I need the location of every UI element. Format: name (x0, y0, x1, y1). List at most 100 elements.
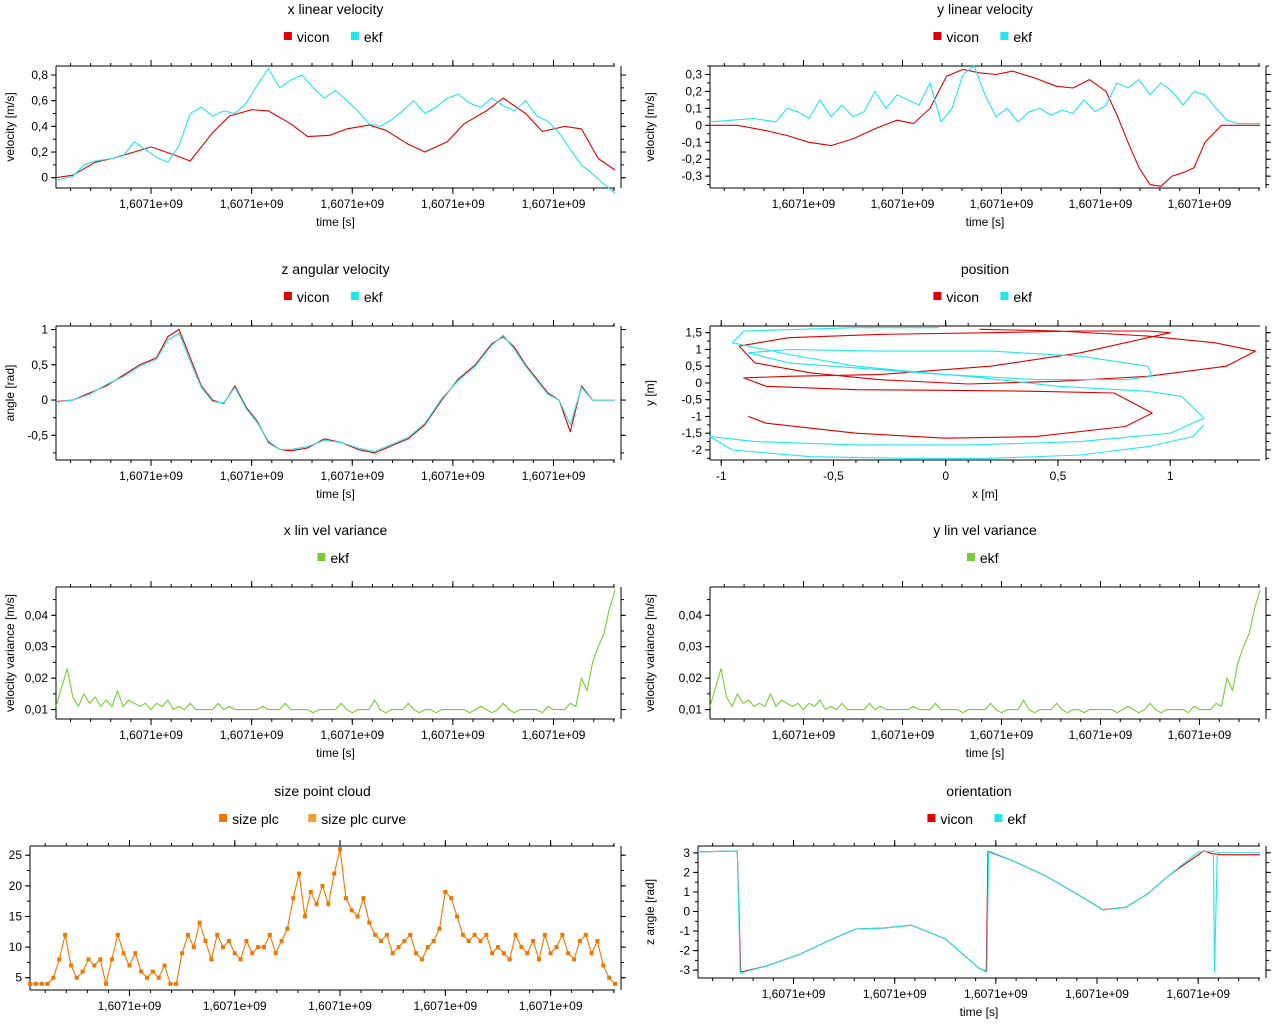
series-point (373, 932, 378, 937)
series-point (203, 938, 208, 943)
x-tick-label: 1,6071e+09 (1166, 987, 1230, 1001)
series-point (127, 963, 132, 968)
series-vicon-line (697, 850, 1260, 973)
y-tick-label: 0,04 (679, 608, 703, 622)
series-point (320, 883, 325, 888)
series-point (133, 951, 138, 956)
series-point (525, 951, 530, 956)
series-point (250, 951, 255, 956)
series-vicon-line (710, 68, 1260, 187)
x-axis-label: time [s] (960, 1005, 999, 1019)
legend-swatch-ekf (994, 814, 1003, 822)
series-point (554, 945, 559, 950)
series-point (496, 945, 500, 950)
series-point (238, 957, 243, 962)
series-point (191, 945, 196, 950)
chart-title: size point cloud (274, 783, 371, 799)
series-ekf-line (55, 68, 616, 194)
series-point (338, 847, 343, 852)
y-tick-label: -0,1 (681, 135, 702, 149)
series-point (244, 938, 249, 943)
size-point-cloud-chart: size point cloud size plc size plc curve 5 1… (9, 783, 626, 1013)
legend: size plc size plc curve (219, 811, 406, 827)
legend-swatch-ekf (350, 292, 359, 300)
y-tick-label: 0 (695, 118, 702, 132)
x-tick-label: 1,6071e+09 (964, 987, 1028, 1001)
series-point (215, 932, 220, 937)
x-tick-label: 1,6071e+09 (320, 728, 384, 742)
orientation-chart: orientation vicon ekf -3 -2 -1 0 1 2 3 1,6071e+09 1… (643, 783, 1271, 1019)
position-chart: position vicon ekf -2 -1,5 -1 -0,5 0 0,5 1 1,5 -1 -0… (643, 261, 1271, 501)
y-tick-label: -1 (679, 924, 690, 938)
series-point (531, 938, 536, 943)
legend-swatch-ekf (317, 553, 326, 561)
chart-title: orientation (946, 783, 1011, 799)
y-tick-label: 0,02 (25, 671, 49, 685)
legend-swatch-ekf (1000, 32, 1009, 40)
series-point (98, 957, 103, 962)
series-point (297, 871, 302, 876)
y-axis-label: velocity [m/s] (3, 92, 17, 161)
x-tick-label: 1,6071e+09 (871, 728, 935, 742)
x-tick-label: 1,6071e+09 (320, 197, 384, 211)
x-lin-vel-variance-chart: x lin vel variance ekf 0,01 0,02 0,03 0,04 1,6… (3, 522, 626, 760)
series-point (156, 975, 161, 980)
series-point (478, 938, 483, 943)
series-point (443, 889, 448, 894)
legend-swatch-size-plc (219, 814, 228, 822)
series-point (57, 957, 62, 962)
legend-label: ekf (1013, 29, 1032, 45)
series-point (548, 951, 553, 956)
x-tick-label: 1 (1167, 469, 1174, 483)
x-tick-label: 1,6071e+09 (1069, 197, 1133, 211)
y-tick-label: 0 (695, 376, 702, 390)
legend-label: vicon (297, 289, 330, 305)
series-point (92, 963, 97, 968)
series-vicon-line (738, 328, 1257, 439)
series-point (104, 981, 109, 986)
y-tick-label: 0 (41, 171, 48, 185)
series-point (572, 957, 577, 962)
legend: vicon ekf (927, 811, 1026, 827)
legend-swatch-vicon (283, 32, 292, 40)
y-tick-label: 1 (695, 342, 702, 356)
series-point (197, 920, 202, 925)
series-point (279, 938, 284, 943)
x-tick-label: 1,6071e+09 (421, 469, 485, 483)
series-point (45, 981, 50, 986)
y-tick-label: 0,5 (685, 359, 702, 373)
series-point (408, 932, 413, 937)
series-point (302, 914, 307, 919)
legend-swatch-ekf (966, 553, 975, 561)
y-tick-label: 1 (683, 885, 690, 899)
legend-label: ekf (1013, 289, 1032, 305)
x-tick-label: 0,5 (1050, 469, 1067, 483)
legend-label: vicon (940, 811, 973, 827)
series-point (490, 951, 495, 956)
x-tick-label: 1,6071e+09 (762, 987, 826, 1001)
series-point (513, 932, 518, 937)
y-tick-label: 0 (41, 393, 48, 407)
series-point (536, 957, 541, 962)
series-point (402, 938, 407, 943)
series-point (121, 951, 126, 956)
chart-title: x lin vel variance (284, 522, 388, 538)
series-point (361, 896, 366, 901)
series-point (273, 951, 278, 956)
series-point (466, 938, 471, 943)
x-tick-label: -0,5 (823, 469, 844, 483)
y-tick-label: 0,03 (25, 640, 49, 654)
y-tick-label: 0,6 (31, 94, 48, 108)
legend: vicon ekf (933, 29, 1032, 45)
series-point (86, 957, 91, 962)
legend: ekf (317, 550, 349, 566)
x-tick-label: 1,6071e+09 (220, 469, 284, 483)
series-ekf-line (55, 589, 616, 714)
series-point (349, 908, 354, 913)
y-tick-label: 1 (41, 323, 48, 337)
series-point (174, 981, 179, 986)
x-tick-label: 1,6071e+09 (772, 197, 836, 211)
series-point (115, 932, 120, 937)
legend-label: ekf (364, 289, 383, 305)
y-tick-label: 0,2 (685, 84, 702, 98)
